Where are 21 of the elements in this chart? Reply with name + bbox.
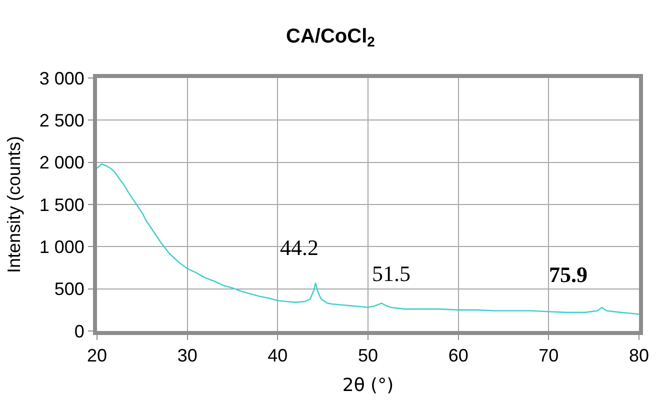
x-tick-label: 80: [628, 346, 650, 366]
y-tick-label: 500: [54, 279, 84, 300]
y-tick-label: 1 000: [39, 236, 84, 257]
x-tick-label: 70: [538, 346, 559, 366]
x-axis-title: 2θ (°): [342, 375, 394, 396]
x-tick-label: 30: [177, 346, 198, 366]
y-tick-label: 0: [74, 321, 84, 342]
x-tick-label: 40: [268, 346, 288, 366]
y-axis-title: Intensity (counts): [4, 136, 24, 274]
y-tick-label: 2 500: [39, 110, 84, 130]
chart-title: CA/CoCl$_{2}$: [286, 25, 376, 50]
annotation: 51.5: [372, 261, 410, 286]
annotation: 75.9: [549, 262, 588, 287]
annotation: 44.2: [280, 235, 318, 260]
y-tick-label: 2 000: [39, 152, 84, 173]
x-tick-label: 50: [358, 346, 378, 366]
y-tick-label: 3 000: [39, 68, 84, 88]
x-tick-label: 60: [448, 346, 468, 366]
line-series: [97, 163, 639, 315]
y-tick-label: 1 500: [39, 194, 84, 215]
x-tick-label: 20: [86, 346, 108, 366]
